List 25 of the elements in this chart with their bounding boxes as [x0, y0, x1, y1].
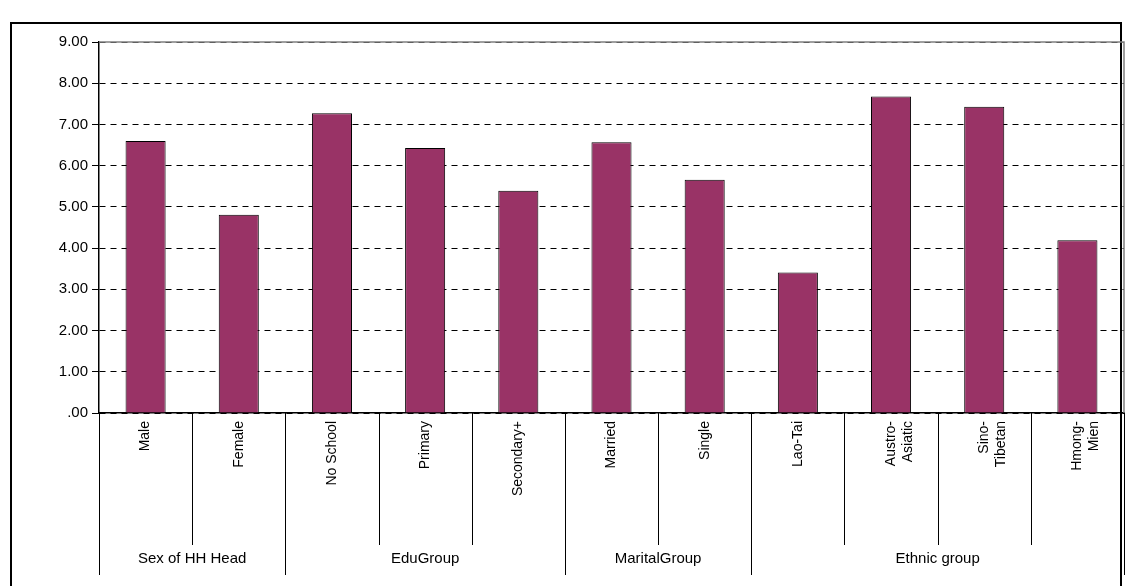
- y-tick-label: 8.00: [58, 73, 88, 91]
- y-tick-label: 2.00: [58, 320, 88, 338]
- x-tick-label: Single: [695, 420, 712, 460]
- text: EduGroup: [390, 549, 460, 567]
- x-tick-label: Lao-Tai: [788, 421, 805, 467]
- y-tick-label: 4.00: [58, 238, 88, 256]
- y-tick-label: 6.00: [58, 155, 88, 173]
- x-tick-label: No School: [322, 421, 339, 486]
- x-tick-label: Primary: [416, 421, 432, 470]
- y-tick-label: 1.00: [58, 361, 88, 379]
- x-tick-label: Hmong- Mien: [1068, 420, 1102, 471]
- text: Ethnic group: [895, 549, 980, 567]
- x-tick-label: Female: [229, 420, 246, 468]
- x-tick-label: Secondary+: [509, 421, 526, 497]
- text: Sex of HH Head: [137, 549, 247, 567]
- y-tick-label: 9.00: [58, 32, 88, 50]
- y-tick-label: 5.00: [58, 197, 88, 215]
- x-tick-label: Austro- Asiatic: [881, 420, 915, 467]
- x-tick-label: Male: [136, 420, 153, 452]
- y-tick-label: 7.00: [58, 114, 88, 132]
- x-tick-label: Married: [602, 421, 619, 469]
- text: MaritalGroup: [614, 549, 702, 567]
- x-tick-label: Sino- Tibetan: [975, 420, 1008, 468]
- y-tick-label: 3.00: [58, 279, 88, 297]
- y-tick-label: .00: [67, 403, 88, 421]
